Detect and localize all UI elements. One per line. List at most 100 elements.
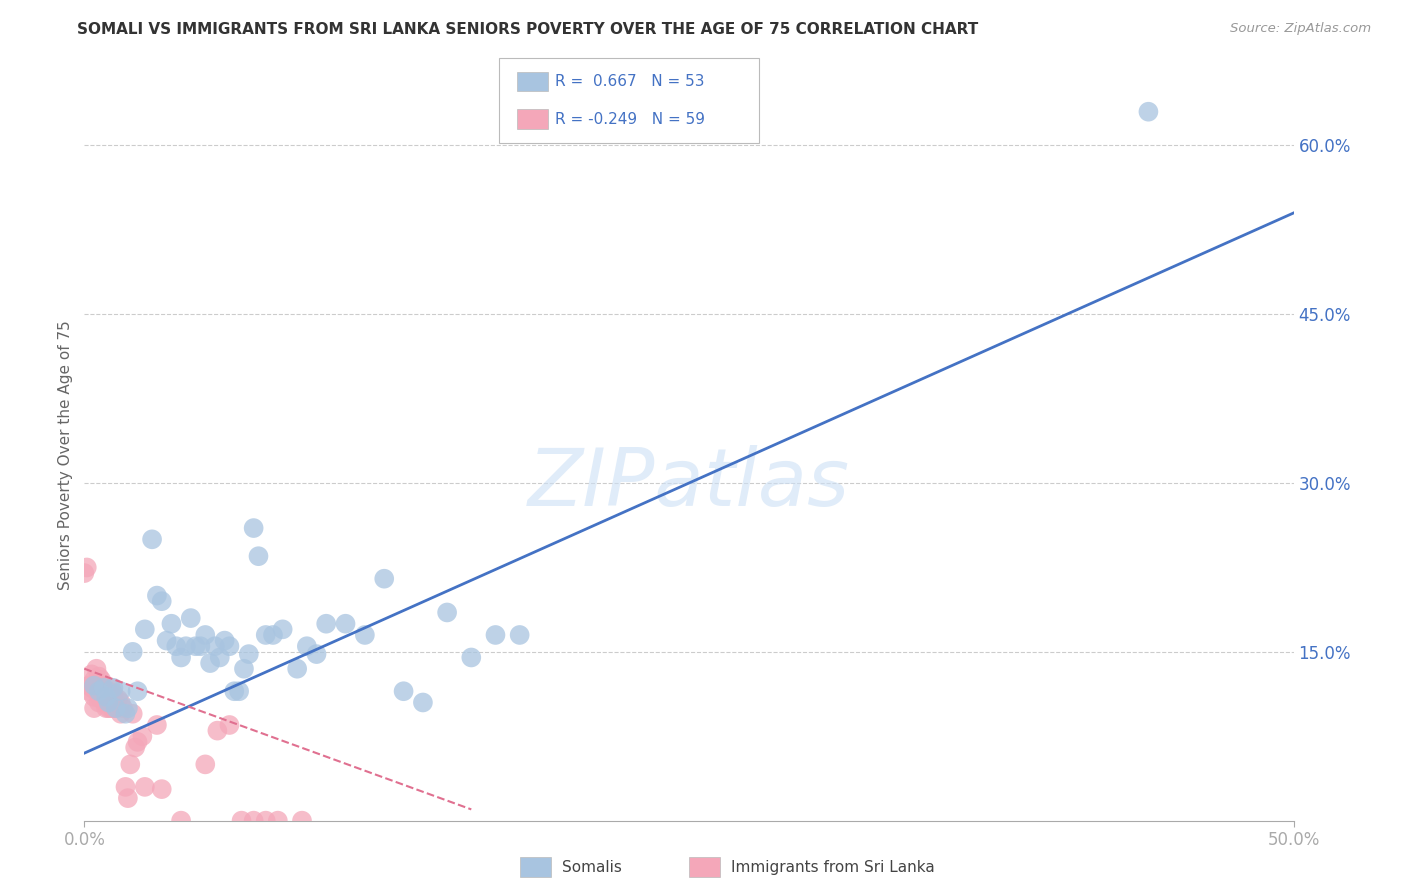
Point: [295, 639, 318, 653]
Point: [103, 686, 125, 700]
Point: [94, 684, 117, 698]
Point: [233, 662, 256, 676]
Point: [77, 679, 100, 693]
Point: [285, 662, 308, 676]
Point: [134, 623, 156, 637]
Point: [103, 692, 125, 706]
Point: [83, 690, 105, 704]
Point: [190, 639, 212, 653]
Point: [100, 696, 122, 710]
Point: [97, 688, 120, 702]
Point: [218, 718, 240, 732]
Point: [87, 684, 110, 698]
Point: [392, 684, 415, 698]
Point: [354, 628, 377, 642]
Point: [170, 650, 193, 665]
Point: [127, 735, 149, 749]
Point: [97, 696, 120, 710]
Point: [271, 623, 294, 637]
Point: [103, 701, 125, 715]
Point: [228, 684, 250, 698]
Point: [208, 650, 231, 665]
Point: [165, 639, 187, 653]
Point: [112, 701, 135, 715]
Point: [83, 679, 105, 693]
Point: [436, 606, 458, 620]
Point: [110, 684, 132, 698]
Point: [460, 650, 482, 665]
Point: [117, 791, 139, 805]
Point: [194, 628, 217, 642]
Point: [150, 594, 173, 608]
Point: [305, 647, 328, 661]
Point: [207, 723, 229, 738]
Point: [146, 589, 169, 603]
Text: ZIPatlas: ZIPatlas: [527, 445, 851, 524]
Point: [103, 681, 125, 695]
Point: [127, 684, 149, 698]
Point: [509, 628, 531, 642]
Point: [93, 684, 115, 698]
Text: Source: ZipAtlas.com: Source: ZipAtlas.com: [1230, 22, 1371, 36]
Point: [97, 696, 120, 710]
Point: [87, 684, 110, 698]
Point: [335, 616, 357, 631]
Point: [204, 639, 226, 653]
Point: [83, 701, 105, 715]
Point: [114, 706, 136, 721]
Point: [107, 692, 129, 706]
Point: [146, 718, 169, 732]
Point: [104, 701, 127, 715]
Point: [174, 639, 197, 653]
Point: [114, 780, 136, 794]
Point: [141, 533, 163, 547]
Point: [77, 684, 100, 698]
Point: [100, 681, 122, 695]
Point: [87, 696, 110, 710]
Point: [254, 814, 277, 828]
Point: [104, 696, 127, 710]
Point: [160, 616, 183, 631]
Point: [242, 521, 264, 535]
Point: [110, 696, 132, 710]
Point: [73, 566, 96, 580]
Point: [155, 633, 177, 648]
Point: [120, 757, 142, 772]
Point: [134, 780, 156, 794]
Point: [104, 701, 127, 715]
Point: [170, 814, 193, 828]
Point: [131, 729, 153, 743]
Point: [218, 639, 240, 653]
Point: [90, 673, 112, 687]
Text: SOMALI VS IMMIGRANTS FROM SRI LANKA SENIORS POVERTY OVER THE AGE OF 75 CORRELATI: SOMALI VS IMMIGRANTS FROM SRI LANKA SENI…: [77, 22, 979, 37]
Point: [373, 572, 395, 586]
Point: [267, 814, 290, 828]
Point: [94, 701, 117, 715]
Point: [315, 616, 337, 631]
Point: [214, 633, 236, 648]
Point: [90, 692, 112, 706]
Text: R = -0.249   N = 59: R = -0.249 N = 59: [555, 112, 706, 127]
Point: [184, 639, 207, 653]
Text: Somalis: Somalis: [562, 860, 623, 874]
Point: [484, 628, 506, 642]
Point: [76, 560, 98, 574]
Point: [254, 628, 277, 642]
Point: [93, 681, 115, 695]
Point: [180, 611, 202, 625]
Point: [194, 757, 217, 772]
Point: [238, 647, 260, 661]
Text: R =  0.667   N = 53: R = 0.667 N = 53: [555, 74, 704, 89]
Point: [117, 701, 139, 715]
Y-axis label: Seniors Poverty Over the Age of 75: Seniors Poverty Over the Age of 75: [58, 320, 73, 590]
Point: [247, 549, 270, 564]
Point: [150, 782, 173, 797]
Point: [224, 684, 246, 698]
Point: [87, 670, 110, 684]
Point: [94, 692, 117, 706]
Point: [83, 673, 105, 687]
Point: [86, 684, 108, 698]
Point: [110, 706, 132, 721]
Point: [262, 628, 284, 642]
Point: [412, 696, 434, 710]
